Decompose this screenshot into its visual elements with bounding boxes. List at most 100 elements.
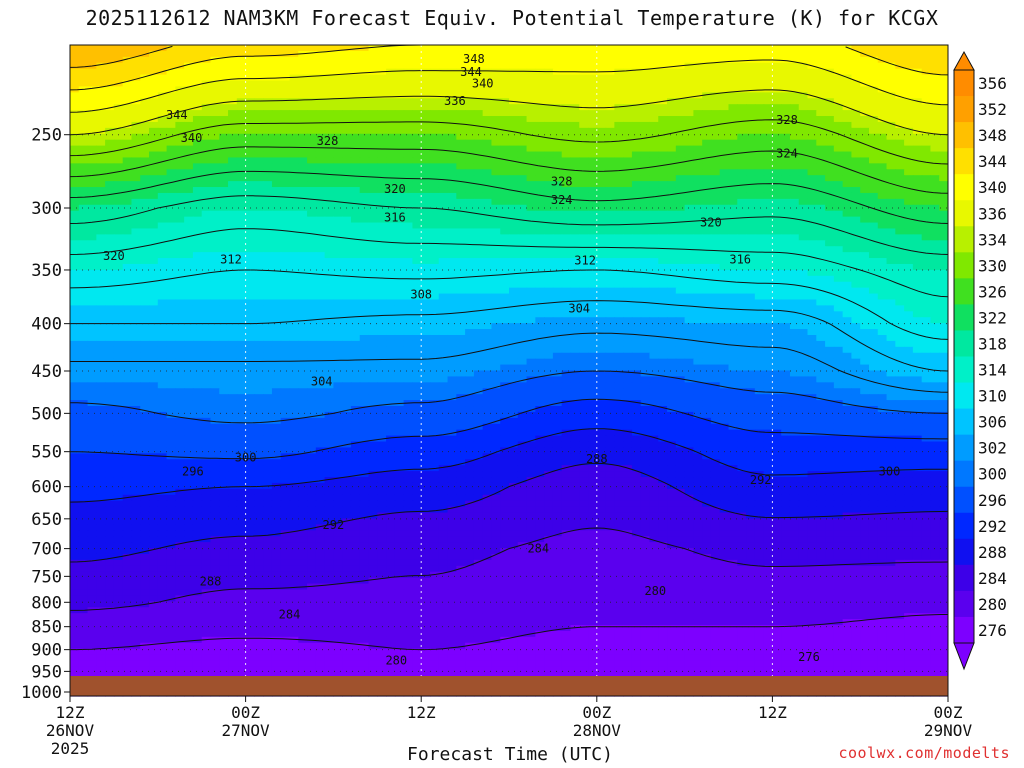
heat-cell — [851, 263, 861, 271]
heat-cell — [394, 56, 405, 64]
heat-cell — [851, 104, 861, 111]
heat-cell — [623, 74, 633, 82]
heat-cell — [219, 263, 229, 271]
heat-cell — [631, 210, 642, 218]
heat-cell — [447, 175, 457, 182]
heat-cell — [789, 334, 800, 342]
heat-cell — [675, 169, 686, 176]
heat-cell — [210, 269, 220, 277]
heat-cell — [921, 45, 932, 52]
heat-cell — [166, 216, 176, 224]
heat-cell — [596, 311, 607, 318]
heat-cell — [544, 234, 554, 241]
heat-cell — [886, 192, 896, 200]
heat-cell — [754, 192, 765, 200]
heat-cell — [535, 329, 545, 336]
heat-cell — [693, 139, 703, 147]
heat-cell — [271, 181, 282, 188]
heat-cell — [798, 222, 809, 230]
heat-cell — [588, 169, 598, 176]
heat-cell — [930, 234, 940, 241]
heat-cell — [236, 56, 247, 64]
heat-cell — [412, 104, 422, 111]
heat-cell — [631, 116, 642, 123]
heat-cell — [667, 305, 677, 312]
heat-cell — [842, 62, 853, 70]
heat-cell — [342, 98, 352, 105]
heat-cell — [368, 246, 378, 253]
heat-cell — [728, 98, 738, 105]
heat-cell — [482, 151, 493, 159]
heat-cell — [245, 228, 255, 235]
heat-cell — [886, 110, 896, 117]
heat-cell — [728, 74, 738, 82]
heat-cell — [263, 157, 273, 164]
heat-cell — [219, 175, 229, 182]
heat-cell — [289, 240, 299, 247]
heat-cell — [438, 246, 449, 253]
heat-cell — [781, 121, 791, 129]
heat-cell — [588, 210, 598, 218]
heat-cell — [789, 62, 800, 70]
heat-cell — [359, 86, 370, 93]
heat-cell — [236, 210, 247, 218]
heat-cell — [96, 157, 106, 164]
heat-cell — [456, 234, 466, 241]
heat-cell — [254, 275, 264, 283]
heat-cell — [324, 175, 334, 182]
heat-cell — [675, 56, 686, 64]
heat-cell — [342, 45, 352, 52]
heat-cell — [429, 287, 440, 295]
heat-cell — [359, 311, 370, 318]
heat-cell — [570, 299, 580, 306]
heat-cell — [298, 293, 308, 301]
heat-cell — [140, 216, 150, 224]
heat-cell — [421, 133, 431, 141]
heat-cell — [939, 163, 948, 170]
heat-cell — [140, 110, 150, 117]
heat-cell — [939, 157, 948, 164]
heat-cell — [280, 80, 291, 88]
heat-cell — [149, 50, 159, 58]
heat-cell — [895, 246, 905, 253]
heat-cell — [877, 45, 888, 52]
heat-cell — [851, 246, 861, 253]
heat-cell — [684, 305, 694, 312]
heat-cell — [895, 50, 905, 58]
heat-cell — [781, 323, 791, 330]
heat-cell — [886, 216, 896, 224]
heat-cell — [324, 151, 334, 159]
heat-cell — [877, 127, 888, 135]
heat-cell — [333, 281, 343, 289]
heat-cell — [517, 240, 528, 247]
heat-cell — [131, 62, 141, 70]
heat-cell — [482, 68, 493, 76]
heat-cell — [561, 169, 572, 176]
heat-cell — [149, 246, 159, 253]
heat-cell — [500, 157, 510, 164]
heat-cell — [298, 68, 308, 76]
heat-cell — [122, 104, 133, 111]
heat-cell — [667, 80, 677, 88]
heat-cell — [921, 133, 932, 141]
heat-cell — [552, 210, 563, 218]
heat-cell — [500, 127, 510, 135]
heat-cell — [210, 56, 220, 64]
heat-cell — [939, 329, 948, 336]
heat-cell — [307, 281, 317, 289]
heat-cell — [772, 334, 782, 342]
heat-cell — [421, 127, 431, 135]
heat-cell — [667, 104, 677, 111]
heat-cell — [105, 323, 115, 330]
heat-cell — [350, 104, 361, 111]
heat-cell — [877, 181, 888, 188]
heat-cell — [429, 56, 440, 64]
heat-cell — [763, 323, 773, 330]
heat-cell — [763, 263, 773, 271]
heat-cell — [131, 334, 141, 342]
heat-cell — [807, 329, 817, 336]
heat-cell — [886, 62, 896, 70]
heat-cell — [781, 98, 791, 105]
heat-cell — [175, 329, 185, 336]
